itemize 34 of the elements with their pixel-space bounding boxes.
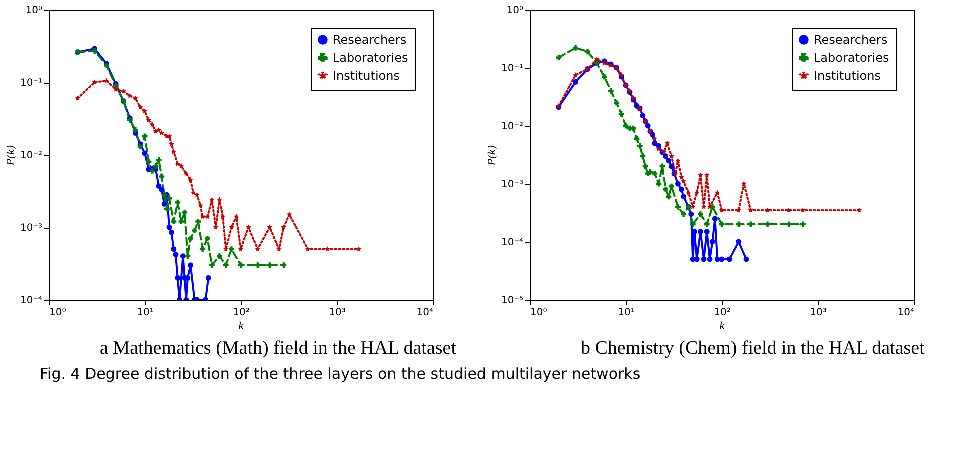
y-tick-label: 10⁻¹	[20, 78, 42, 89]
x-tick-label: 10³	[810, 308, 827, 318]
y-tick-label: 10⁻⁴	[20, 296, 42, 306]
y-tick-label: 10⁻³	[20, 223, 42, 234]
y-axis-title: P(k)	[6, 145, 18, 167]
x-tick-label: 10⁰	[530, 308, 548, 318]
y-tick-label: 10⁰	[506, 6, 524, 16]
y-tick-label: 10⁻²	[501, 122, 524, 132]
legend-label: Institutions	[814, 69, 881, 83]
y-tick-label: 10⁰	[26, 6, 42, 16]
y-tick-label: 10⁻³	[501, 180, 524, 190]
y-tick-label: 10⁻¹	[501, 64, 524, 74]
y-tick-label: 10⁻²	[20, 150, 42, 162]
x-tick-label: 10²	[233, 308, 250, 318]
x-axis-title: k	[238, 322, 245, 332]
x-tick-label: 10⁰	[50, 308, 66, 318]
legend-label: Institutions	[333, 69, 400, 83]
x-tick-label: 10⁴	[898, 308, 914, 318]
x-tick-label: 10¹	[137, 308, 154, 318]
y-tick-label: 10⁻⁴	[501, 238, 524, 248]
text: b Chemistry (Chem) field in the HAL dataset	[580, 338, 926, 359]
legend-label: Laboratories	[814, 51, 890, 65]
legend-label: Researchers	[814, 33, 888, 47]
text: a Mathematics (Math) field in the HAL dataset	[99, 338, 458, 359]
x-tick-label: 10¹	[618, 308, 635, 318]
x-tick-label: 10²	[714, 308, 731, 318]
y-axis-title: P(k)	[487, 145, 498, 167]
x-tick-label: 10⁴	[416, 308, 434, 318]
caption: Fig. 4 Degree distribution of the three layers on the studied multilayer networks	[40, 365, 642, 383]
x-tick-label: 10³	[329, 308, 346, 318]
y-tick-label: 10⁻⁵	[501, 296, 524, 306]
legend-label: Researchers	[333, 33, 407, 47]
x-axis-title: k	[719, 322, 726, 332]
legend-label: Laboratories	[333, 51, 408, 65]
